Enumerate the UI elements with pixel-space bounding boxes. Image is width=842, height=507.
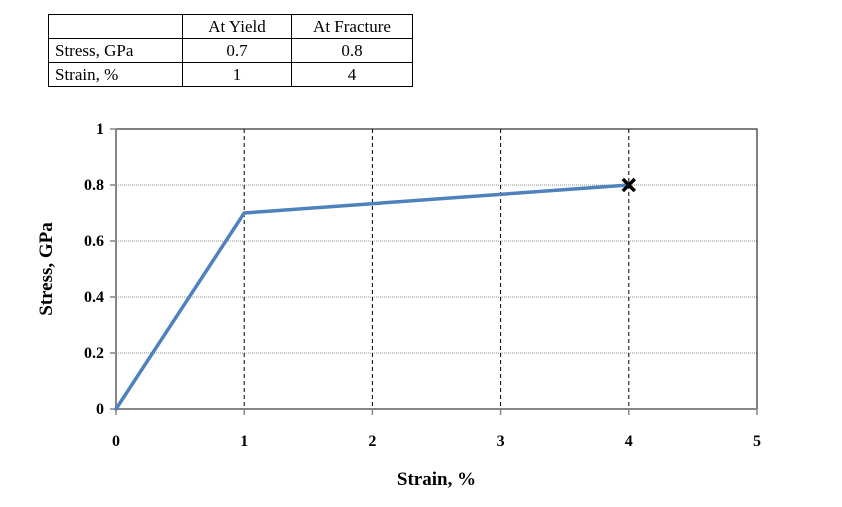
table-cell-fracture: 0.8	[291, 38, 413, 63]
table-row: Strain, % 1 4	[48, 62, 413, 87]
table-row: Stress, GPa 0.7 0.8	[48, 38, 413, 63]
tick-labels: 0 1 2 3 4 5 0 0.2 0.4 0.6 0.8 1	[84, 121, 761, 450]
x-tick-label: 2	[368, 433, 376, 450]
y-tick-label: 0.8	[84, 177, 104, 194]
x-tick-label: 0	[112, 433, 120, 450]
data-series	[114, 183, 631, 411]
y-tick-label: 0.6	[84, 233, 104, 250]
x-tick-label: 5	[753, 433, 761, 450]
plot-area-border	[115, 128, 758, 410]
y-tick-label: 0.2	[84, 345, 104, 362]
table-row-label: Strain, %	[48, 62, 183, 87]
fracture-marker	[621, 177, 637, 193]
y-tick-label: 0	[96, 401, 104, 418]
properties-table: At Yield At Fracture Stress, GPa 0.7 0.8…	[48, 14, 413, 87]
axes	[110, 128, 758, 415]
x-tick-label: 1	[240, 433, 248, 450]
table-cell-fracture: 4	[291, 62, 413, 87]
x-tick-label: 4	[625, 433, 633, 450]
x-tick-label: 3	[497, 433, 505, 450]
table-row-label: Stress, GPa	[48, 38, 183, 63]
grid-lines	[116, 129, 757, 409]
y-tick-label: 0.4	[84, 289, 104, 306]
x-axis-title: Strain, %	[397, 469, 476, 490]
stress-strain-line	[114, 183, 631, 411]
y-axis-title: Stress, GPa	[36, 222, 57, 316]
y-tick-label: 1	[96, 121, 104, 138]
fracture-marker-stroke	[621, 177, 637, 193]
